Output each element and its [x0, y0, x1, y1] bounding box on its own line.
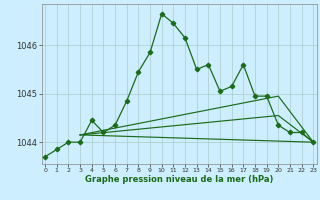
X-axis label: Graphe pression niveau de la mer (hPa): Graphe pression niveau de la mer (hPa): [85, 175, 273, 184]
